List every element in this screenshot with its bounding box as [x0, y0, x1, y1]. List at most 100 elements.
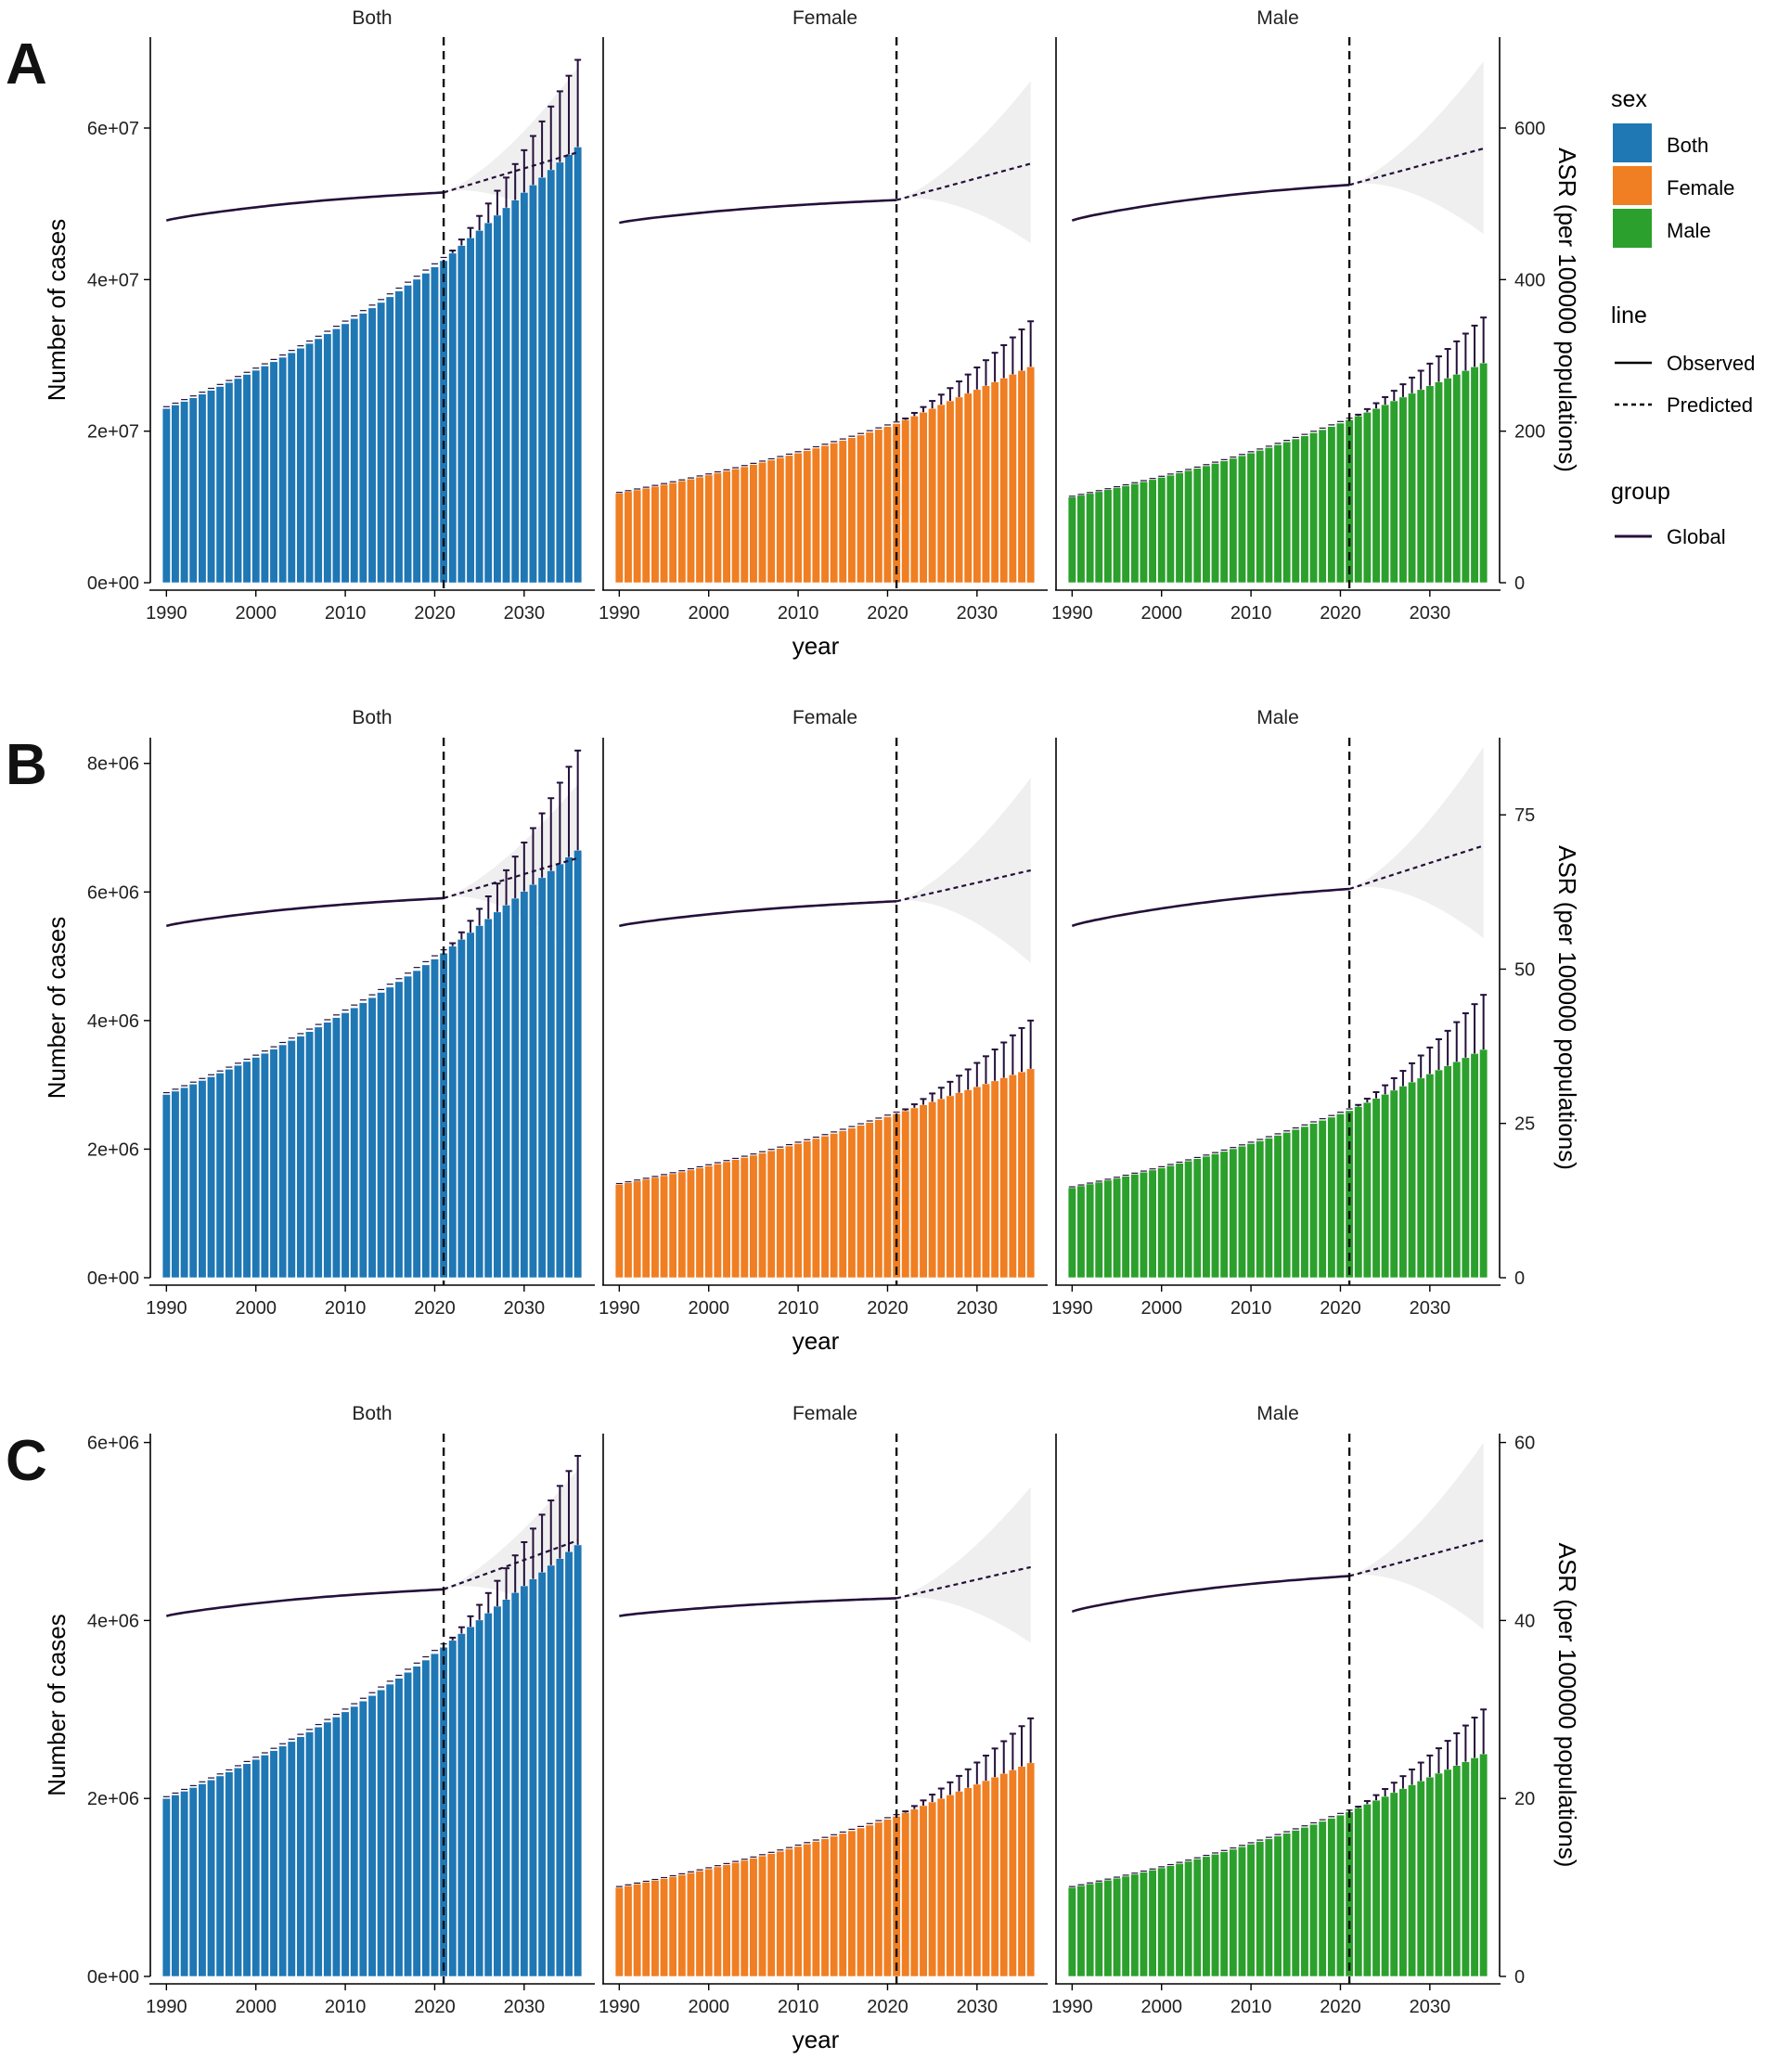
y2-tick-label: 0: [1514, 1268, 1525, 1289]
y2-tick-label: 200: [1514, 422, 1545, 443]
bar-2012: [358, 313, 367, 584]
bar-2033: [547, 169, 556, 584]
x-tick-label: 2020: [867, 1997, 908, 2017]
bar-2026: [936, 1098, 946, 1279]
bar-2014: [377, 302, 386, 584]
bar-2011: [350, 1705, 359, 1977]
bar-2013: [820, 444, 830, 584]
bar-2013: [367, 997, 377, 1279]
bar-1991: [624, 491, 633, 584]
bar-2003: [1184, 470, 1193, 584]
bar-1990: [614, 1184, 624, 1279]
bar-2017: [403, 975, 413, 1279]
bar-2028: [955, 396, 964, 584]
asr-observed-line: [1071, 887, 1350, 928]
bar-1996: [1121, 1176, 1130, 1279]
bar-2020: [1335, 1113, 1345, 1279]
legend-group-group: group Global: [1611, 479, 1726, 548]
legend-label-female: Female: [1667, 176, 1734, 199]
bar-2018: [412, 278, 421, 584]
bar-1993: [641, 487, 651, 584]
bar-1990: [1067, 1187, 1076, 1279]
x-tick-label: 2010: [1230, 603, 1272, 624]
bar-2005: [1202, 465, 1211, 584]
x-tick-label: 1990: [1051, 1298, 1093, 1319]
bar-2030: [973, 1086, 982, 1279]
bar-2022: [448, 946, 457, 1279]
bar-2006: [757, 461, 767, 584]
bar-2020: [430, 266, 440, 584]
bar-2008: [776, 1148, 785, 1279]
bar-2033: [547, 1564, 556, 1977]
bar-2010: [1246, 1143, 1256, 1279]
bar-2009: [331, 1717, 341, 1977]
panel-c: C Number of cases ASR (per 100000 populati…: [6, 1403, 1581, 2053]
x-tick-label: 2020: [414, 603, 456, 624]
y-axis-right: 0 200 400 600: [1499, 37, 1545, 594]
bar-2002: [722, 1864, 731, 1977]
bar-2003: [1184, 1860, 1193, 1977]
asr-predicted-line: [443, 856, 579, 899]
bar-1996: [215, 1073, 225, 1279]
bar-2022: [1354, 1808, 1363, 1977]
bar-2034: [1008, 1770, 1017, 1977]
bar-2007: [767, 1150, 776, 1279]
bar-1997: [677, 1874, 687, 1977]
bar-1991: [624, 1182, 633, 1279]
bar-2001: [713, 1164, 722, 1279]
bar-2008: [323, 333, 332, 584]
bar-1995: [207, 390, 216, 584]
bar-1993: [641, 1178, 651, 1279]
bar-1991: [171, 405, 180, 584]
bar-1992: [633, 1180, 642, 1279]
bar-2016: [847, 437, 857, 584]
bar-1992: [1086, 493, 1095, 584]
x-tick-label: 1990: [146, 1298, 187, 1319]
bar-1995: [1113, 1877, 1122, 1977]
bar-2020: [1335, 1814, 1345, 1977]
bar-2020: [430, 959, 440, 1279]
bar-2020: [882, 1116, 893, 1279]
bar-2030: [973, 389, 982, 584]
asr-observed-line: [619, 900, 897, 928]
facet-female: Female 1990 2000 2010 2020 2030: [599, 1403, 1048, 2017]
bar-2000: [704, 474, 714, 584]
legend-line-group: line Observed Predicted: [1611, 302, 1755, 417]
bar-2006: [1211, 463, 1220, 584]
x-tick-label: 2000: [1140, 1298, 1182, 1319]
bar-1993: [188, 1084, 198, 1279]
bar-2033: [999, 378, 1009, 584]
y2-tick-label: 400: [1514, 270, 1545, 290]
x-tick-label: 2010: [325, 1997, 367, 2017]
bar-1997: [677, 1171, 687, 1279]
bar-2012: [358, 1700, 367, 1977]
facet-both: Both 1990 2000 2010 2020 2030: [146, 7, 595, 624]
x-tick-label: 2030: [504, 1298, 546, 1319]
bar-1995: [659, 1878, 669, 1977]
bar-2017: [856, 434, 866, 584]
bar-2005: [296, 1736, 305, 1977]
facet-title: Female: [792, 7, 857, 29]
bar-2000: [704, 1868, 714, 1977]
asr-predicted-line: [895, 869, 1031, 903]
bar-2024: [1372, 1098, 1381, 1279]
bar-2023: [1362, 1804, 1372, 1977]
prediction-band: [896, 81, 1031, 244]
legend-sex-group: sex Both Female Male: [1611, 86, 1734, 248]
bar-1999: [695, 476, 704, 584]
bar-2011: [1256, 1841, 1265, 1977]
bar-2007: [767, 459, 776, 584]
bar-2015: [385, 296, 394, 584]
bar-2017: [403, 1671, 413, 1977]
bar-2001: [260, 1052, 269, 1279]
legend-label-global: Global: [1667, 525, 1726, 548]
bar-2011: [803, 1843, 812, 1977]
bar-2033: [999, 1773, 1009, 1977]
prediction-band: [1349, 61, 1484, 235]
bar-2024: [1372, 407, 1381, 584]
bar-2000: [1157, 1867, 1166, 1977]
bar-2004: [740, 466, 749, 584]
bar-2000: [1157, 477, 1166, 584]
y2-tick-label: 20: [1514, 1789, 1535, 1809]
legend-label-predicted: Predicted: [1667, 393, 1753, 417]
